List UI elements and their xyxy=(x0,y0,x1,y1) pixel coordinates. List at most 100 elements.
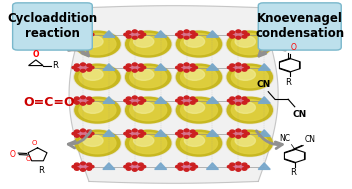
Polygon shape xyxy=(155,31,166,37)
Circle shape xyxy=(81,169,85,171)
Circle shape xyxy=(178,97,183,100)
Circle shape xyxy=(87,36,92,38)
Polygon shape xyxy=(76,63,90,72)
Circle shape xyxy=(242,163,247,166)
Circle shape xyxy=(227,31,272,57)
Circle shape xyxy=(175,130,223,157)
Polygon shape xyxy=(231,129,246,138)
Circle shape xyxy=(184,69,205,80)
Polygon shape xyxy=(231,63,246,72)
Circle shape xyxy=(176,99,180,102)
Circle shape xyxy=(176,66,180,69)
Circle shape xyxy=(126,64,131,67)
Circle shape xyxy=(126,130,131,133)
Circle shape xyxy=(227,66,232,69)
Circle shape xyxy=(236,129,241,132)
Circle shape xyxy=(178,163,183,166)
Polygon shape xyxy=(207,130,219,136)
Circle shape xyxy=(227,33,232,36)
Circle shape xyxy=(141,66,146,69)
Circle shape xyxy=(242,135,247,137)
Polygon shape xyxy=(103,64,115,70)
Circle shape xyxy=(75,31,79,34)
Circle shape xyxy=(230,68,234,71)
Circle shape xyxy=(176,97,221,123)
Circle shape xyxy=(126,101,131,104)
Circle shape xyxy=(184,136,189,138)
Circle shape xyxy=(193,33,197,36)
Circle shape xyxy=(231,33,268,55)
Circle shape xyxy=(72,165,77,168)
Circle shape xyxy=(230,64,234,67)
Circle shape xyxy=(227,165,232,168)
Circle shape xyxy=(176,130,221,156)
Circle shape xyxy=(193,66,197,69)
Circle shape xyxy=(81,36,85,39)
Circle shape xyxy=(242,97,247,100)
Polygon shape xyxy=(103,163,115,169)
Circle shape xyxy=(242,31,247,34)
Circle shape xyxy=(226,64,274,91)
Circle shape xyxy=(230,31,234,34)
Circle shape xyxy=(235,102,256,113)
Circle shape xyxy=(75,36,79,38)
Circle shape xyxy=(75,168,79,170)
Circle shape xyxy=(230,36,234,38)
Circle shape xyxy=(139,101,143,104)
Circle shape xyxy=(236,162,241,165)
Circle shape xyxy=(176,31,221,57)
Circle shape xyxy=(132,96,137,99)
Circle shape xyxy=(175,64,223,91)
Circle shape xyxy=(126,168,131,170)
Circle shape xyxy=(141,99,146,102)
Circle shape xyxy=(190,135,195,137)
Text: CN: CN xyxy=(293,110,307,119)
Circle shape xyxy=(87,64,92,67)
Circle shape xyxy=(178,135,183,137)
Circle shape xyxy=(133,36,154,47)
Circle shape xyxy=(190,101,195,104)
Circle shape xyxy=(193,165,197,168)
Circle shape xyxy=(75,97,79,100)
Circle shape xyxy=(227,132,232,135)
Circle shape xyxy=(236,136,241,138)
Circle shape xyxy=(126,97,131,100)
Circle shape xyxy=(75,101,79,104)
Circle shape xyxy=(83,135,103,146)
Circle shape xyxy=(178,130,183,133)
Circle shape xyxy=(126,31,131,34)
Polygon shape xyxy=(207,163,219,169)
Circle shape xyxy=(235,36,256,47)
Circle shape xyxy=(132,162,137,165)
Circle shape xyxy=(190,68,195,71)
Circle shape xyxy=(83,69,103,80)
Circle shape xyxy=(245,165,249,168)
Circle shape xyxy=(235,69,256,80)
Circle shape xyxy=(184,102,189,105)
Circle shape xyxy=(242,130,247,133)
Circle shape xyxy=(125,31,172,58)
Polygon shape xyxy=(231,30,246,39)
Circle shape xyxy=(242,168,247,170)
Circle shape xyxy=(193,132,197,135)
Circle shape xyxy=(230,135,234,137)
Polygon shape xyxy=(103,97,115,103)
Circle shape xyxy=(176,132,180,135)
Text: O: O xyxy=(33,50,39,59)
Circle shape xyxy=(245,132,249,135)
Circle shape xyxy=(184,36,205,47)
Polygon shape xyxy=(127,162,142,171)
Circle shape xyxy=(190,163,195,166)
Circle shape xyxy=(178,31,183,34)
Circle shape xyxy=(139,97,143,100)
Polygon shape xyxy=(231,96,246,105)
Polygon shape xyxy=(76,96,90,105)
Circle shape xyxy=(74,97,121,124)
Circle shape xyxy=(178,36,183,38)
Circle shape xyxy=(190,36,195,38)
Circle shape xyxy=(81,162,85,165)
Circle shape xyxy=(184,69,189,72)
Circle shape xyxy=(81,96,85,99)
Circle shape xyxy=(126,31,171,57)
Circle shape xyxy=(75,130,79,133)
